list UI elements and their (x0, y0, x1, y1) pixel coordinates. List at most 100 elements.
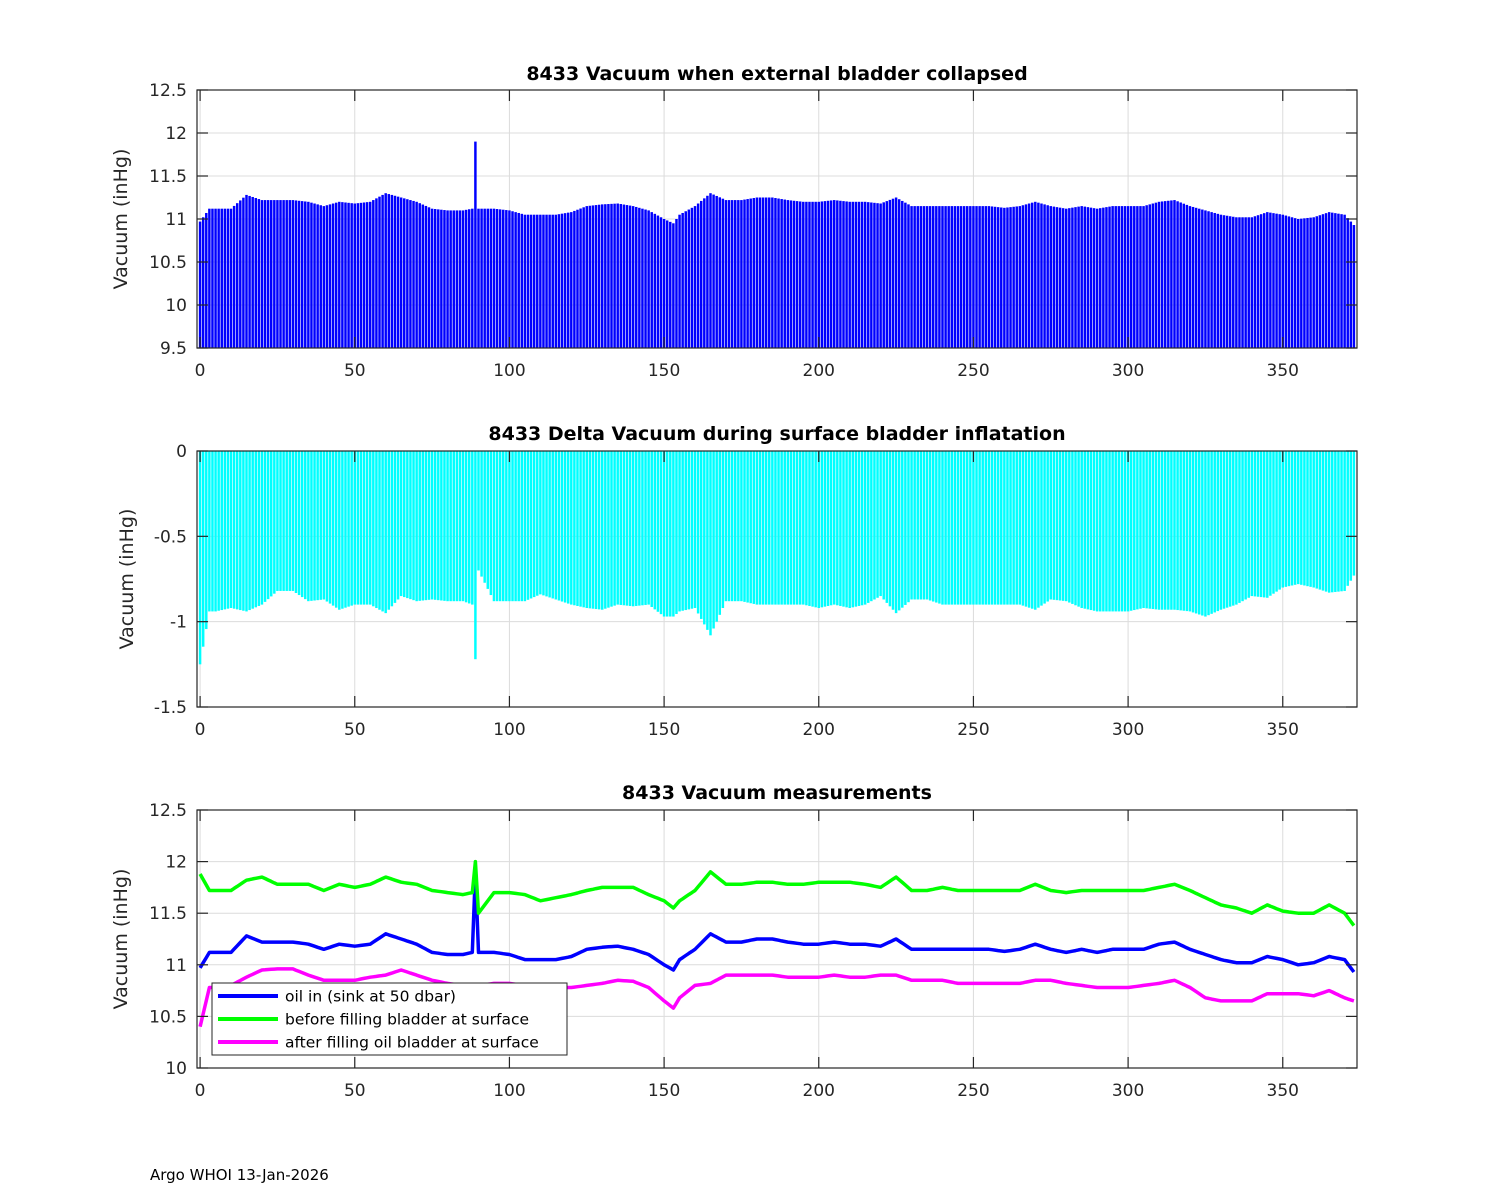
bar (669, 221, 672, 348)
bar (579, 451, 582, 607)
bar (263, 451, 267, 602)
bar (1278, 214, 1281, 348)
bar (845, 451, 848, 608)
bar (338, 451, 341, 610)
bar (1284, 451, 1288, 587)
bar (1256, 215, 1260, 348)
bar (1309, 217, 1312, 348)
bar (1055, 207, 1059, 348)
bar (242, 451, 245, 611)
bar (502, 209, 505, 348)
bar (653, 451, 657, 610)
bar (566, 212, 570, 348)
bar (350, 451, 353, 606)
bar (356, 451, 360, 605)
bar (539, 451, 542, 595)
bar (777, 198, 780, 348)
bar (368, 201, 372, 348)
bar (310, 451, 313, 601)
bar (520, 213, 524, 348)
bar (715, 195, 718, 348)
bar (625, 205, 629, 348)
bar (328, 451, 332, 604)
bar (641, 451, 644, 606)
bar (331, 203, 335, 348)
bar (613, 203, 616, 348)
bar (390, 194, 394, 348)
bar (372, 200, 375, 348)
bar (270, 451, 273, 597)
bar (1253, 216, 1257, 348)
bar (536, 214, 539, 348)
bar (709, 193, 712, 348)
bar (480, 208, 483, 348)
bar (851, 451, 855, 608)
bar (783, 199, 786, 348)
bar (703, 198, 706, 348)
bar (684, 211, 687, 348)
bar (1244, 217, 1247, 348)
bar (1055, 451, 1059, 601)
bar (384, 451, 387, 614)
bar (888, 199, 892, 348)
bar (1058, 451, 1062, 601)
bar (393, 451, 397, 603)
bar (310, 202, 313, 348)
bar (1247, 217, 1250, 348)
bar (1154, 451, 1158, 610)
bar (913, 451, 916, 600)
bar (885, 201, 889, 348)
bar (662, 219, 666, 348)
bar (1046, 451, 1049, 602)
bar (1142, 451, 1145, 609)
bar (591, 451, 595, 609)
bar (1105, 451, 1108, 612)
bar (229, 451, 233, 609)
bar (879, 451, 882, 597)
bar (842, 201, 845, 348)
bar (1266, 451, 1269, 598)
bar (746, 451, 749, 603)
bar (443, 451, 446, 601)
bar (375, 451, 378, 609)
bar (285, 451, 288, 591)
bar (931, 206, 935, 348)
bar (344, 202, 347, 348)
bar (208, 208, 211, 348)
bar (1244, 451, 1247, 600)
bar (798, 201, 802, 348)
bar (1309, 451, 1312, 587)
bar (845, 201, 848, 348)
bar (829, 451, 833, 606)
bar (365, 202, 369, 348)
bar (1151, 451, 1155, 610)
bar (724, 200, 728, 348)
bar (1191, 206, 1195, 348)
legend-label: after filling oil bladder at surface (285, 1034, 539, 1052)
bar (390, 451, 394, 607)
bar (477, 451, 480, 571)
bar (944, 451, 947, 605)
bar (239, 451, 242, 611)
bar (474, 451, 477, 660)
bar (789, 200, 793, 348)
bar (1327, 212, 1331, 348)
bar (217, 208, 220, 348)
bar (1064, 208, 1068, 348)
bar (458, 451, 462, 602)
bar (566, 451, 570, 604)
bar (966, 206, 969, 348)
bar (597, 204, 601, 348)
bar (260, 200, 264, 348)
bar (981, 451, 984, 605)
bar (665, 220, 669, 348)
bar (570, 451, 573, 605)
bar (978, 206, 981, 348)
bar (1293, 451, 1297, 585)
bar (1306, 451, 1309, 587)
plot-area (197, 451, 1357, 707)
bar (913, 206, 916, 348)
bar (1092, 451, 1096, 611)
bar (585, 451, 588, 609)
bar (403, 198, 406, 348)
